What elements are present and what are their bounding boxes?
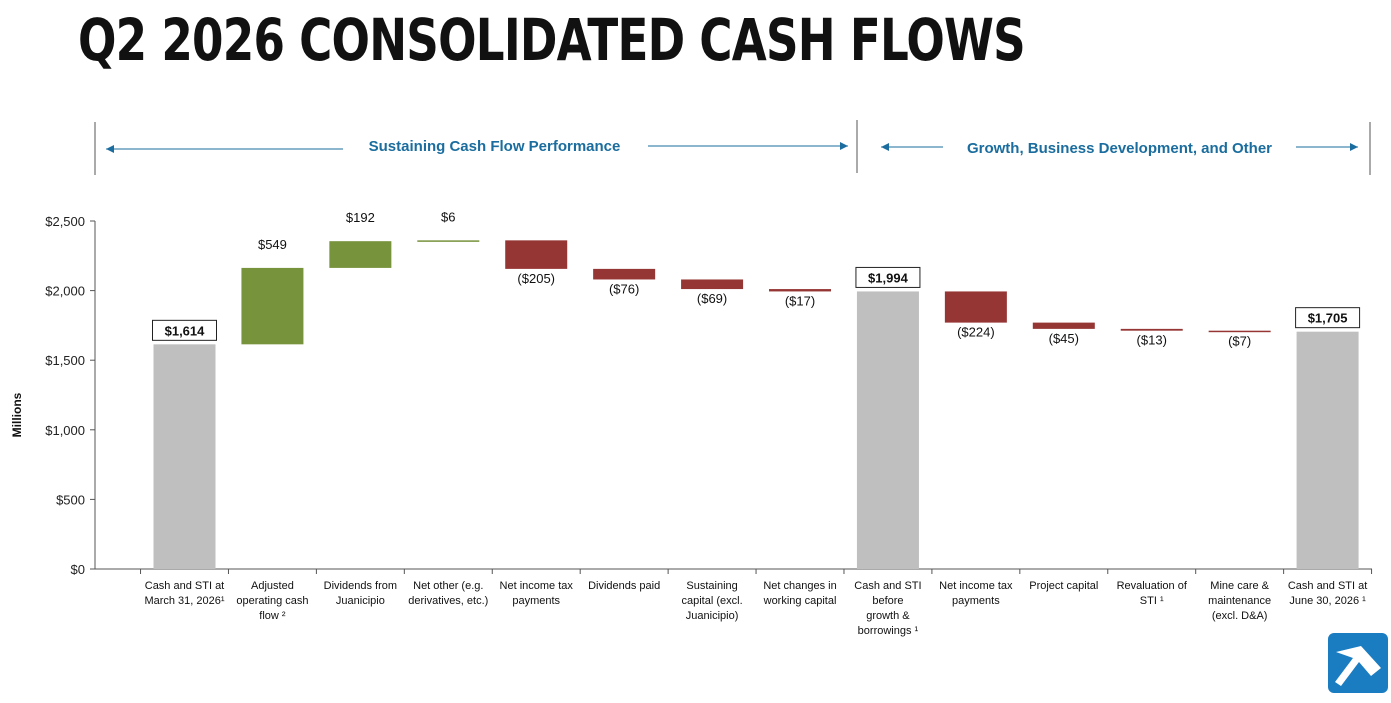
x-category-label: Net income tax (500, 580, 574, 592)
x-category-label: Sustaining (686, 580, 737, 592)
section-label-growth: Growth, Business Development, and Other (967, 140, 1272, 157)
x-category-label: Net changes in (763, 580, 836, 592)
x-category-label: operating cash (236, 595, 308, 607)
bar-value-label: ($17) (785, 293, 815, 308)
bar-total (1296, 331, 1359, 569)
bar-value-label: $1,614 (165, 323, 206, 338)
x-category-label: working capital (763, 595, 837, 607)
bar-value-label: ($45) (1049, 331, 1079, 346)
section1-right-arrow-arrowhead-icon (840, 142, 848, 150)
y-axis-title: Millions (10, 392, 24, 437)
section2-right-arrow-arrowhead-icon (1350, 143, 1358, 151)
x-category-label: borrowings ¹ (858, 625, 919, 637)
bar-increase (241, 267, 304, 345)
total-value-box (855, 266, 921, 288)
section-label-sustaining: Sustaining Cash Flow Performance (369, 138, 621, 155)
x-category-label: Mine care & (1210, 580, 1269, 592)
x-category-label: maintenance (1208, 595, 1271, 607)
bar-total (856, 291, 919, 569)
section1-left-arrow-arrowhead-icon (106, 145, 114, 153)
pickaxe-logo-icon (1335, 646, 1381, 686)
x-category-label: Net other (e.g. (413, 580, 483, 592)
y-tick-label: $2,500 (45, 214, 85, 229)
x-category-label: before (872, 595, 903, 607)
x-category-label: Revaluation of (1117, 580, 1188, 592)
x-category-label: Cash and STI (854, 580, 921, 592)
company-logo (1328, 633, 1388, 693)
bar-decrease (593, 268, 656, 280)
x-category-label: growth & (866, 610, 910, 622)
y-tick-label: $1,500 (45, 353, 85, 368)
bar-value-label: $192 (346, 210, 375, 225)
bar-decrease (1120, 328, 1183, 331)
bar-value-label: ($224) (957, 325, 995, 340)
bar-decrease (505, 240, 568, 269)
x-category-label: payments (512, 595, 560, 607)
x-category-label: (excl. D&A) (1212, 610, 1268, 622)
bar-value-label: $1,994 (868, 270, 909, 285)
x-category-label: capital (excl. (682, 595, 743, 607)
bar-decrease (1032, 322, 1095, 329)
x-category-label: Juanicipio (336, 595, 385, 607)
x-category-label: March 31, 2026¹ (144, 595, 224, 607)
x-category-label: June 30, 2026 ¹ (1289, 595, 1366, 607)
bar-increase (329, 241, 392, 268)
bar-increase (417, 240, 480, 242)
bar-value-label: $6 (441, 209, 455, 224)
x-category-label: STI ¹ (1140, 595, 1164, 607)
bar-decrease (1208, 330, 1271, 333)
section2-left-arrow-arrowhead-icon (881, 143, 889, 151)
bar-decrease (944, 291, 1007, 323)
x-category-label: payments (952, 595, 1000, 607)
bar-value-label: ($13) (1137, 333, 1167, 348)
bar-value-label: $549 (258, 237, 287, 252)
y-tick-label: $2,000 (45, 284, 85, 299)
y-tick-label: $0 (71, 562, 85, 577)
page-title: Q2 2026 CONSOLIDATED CASH FLOWS (78, 6, 1026, 74)
x-category-label: Dividends paid (588, 580, 660, 592)
total-value-box (1295, 307, 1361, 329)
x-category-label: flow ² (259, 610, 286, 622)
x-category-label: derivatives, etc.) (408, 595, 488, 607)
x-category-label: Net income tax (939, 580, 1013, 592)
bar-total (153, 344, 216, 569)
y-tick-label: $1,000 (45, 423, 85, 438)
y-tick-label: $500 (56, 492, 85, 507)
bar-decrease (681, 279, 744, 290)
x-category-label: Juanicipio) (686, 610, 739, 622)
x-category-label: Cash and STI at (1288, 580, 1368, 592)
x-category-label: Dividends from (324, 580, 397, 592)
x-category-label: Project capital (1029, 580, 1098, 592)
bar-value-label: ($7) (1228, 334, 1251, 349)
total-value-box (152, 319, 217, 341)
bar-value-label: $1,705 (1308, 311, 1348, 326)
bar-value-label: ($76) (609, 281, 639, 296)
bar-value-label: ($205) (517, 271, 555, 286)
x-category-label: Cash and STI at (145, 580, 225, 592)
bar-decrease (769, 289, 832, 292)
bar-value-label: ($69) (697, 291, 727, 306)
x-category-label: Adjusted (251, 580, 294, 592)
